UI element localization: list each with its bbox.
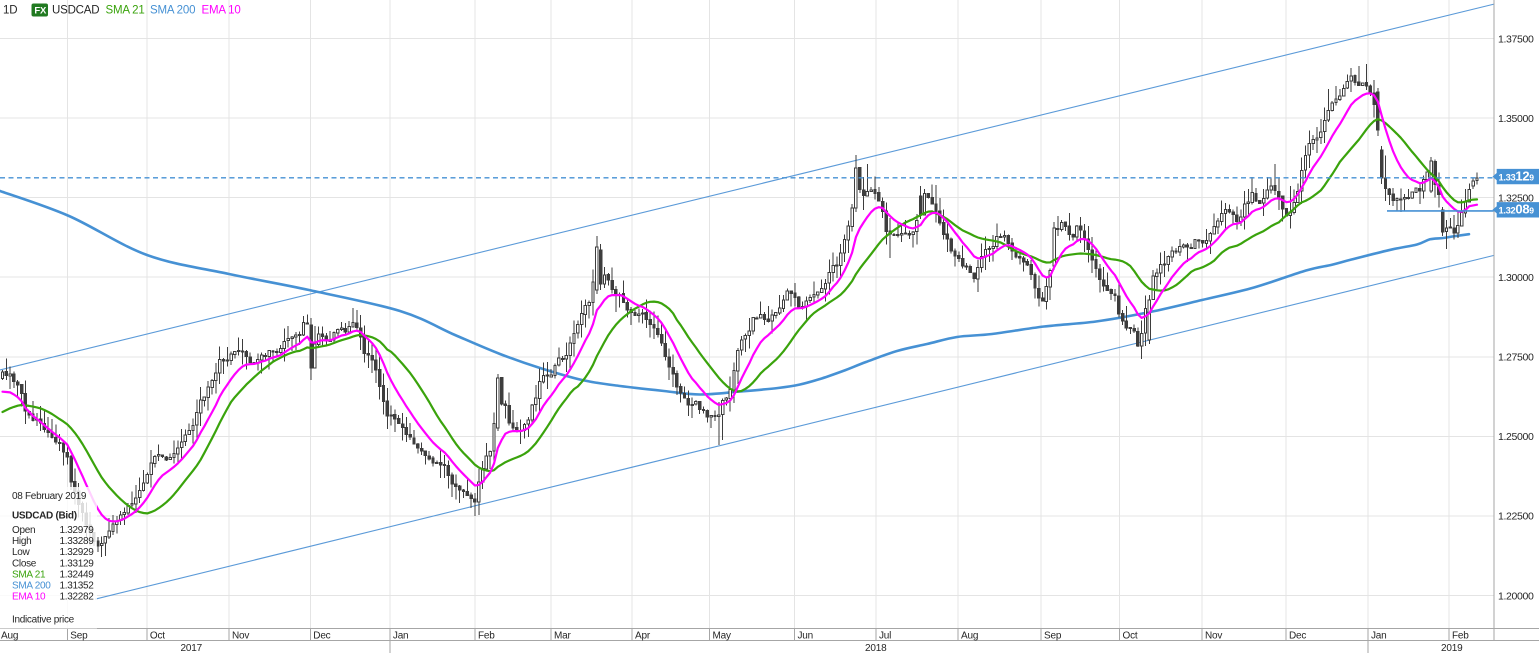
svg-text:2019: 2019 <box>1441 643 1463 653</box>
svg-text:1.35000: 1.35000 <box>1498 113 1534 125</box>
svg-text:2018: 2018 <box>865 643 887 653</box>
svg-text:SMA 21: SMA 21 <box>12 569 46 580</box>
svg-text:1.27500: 1.27500 <box>1498 352 1534 364</box>
svg-text:Aug: Aug <box>1 630 18 641</box>
svg-text:Aug: Aug <box>961 630 978 641</box>
svg-text:1.31352: 1.31352 <box>60 580 95 591</box>
svg-text:Open: Open <box>12 525 35 536</box>
svg-text:1D: 1D <box>3 5 17 17</box>
svg-text:Jan: Jan <box>1371 630 1387 641</box>
svg-text:1.32449: 1.32449 <box>60 569 95 580</box>
svg-text:SMA 200: SMA 200 <box>150 5 195 17</box>
svg-text:EMA 10: EMA 10 <box>12 591 46 602</box>
svg-text:Low: Low <box>12 547 31 558</box>
svg-text:Feb: Feb <box>1452 630 1469 641</box>
svg-text:Apr: Apr <box>635 630 651 641</box>
svg-text:1.33129: 1.33129 <box>60 558 95 569</box>
svg-text:1.33129: 1.33129 <box>1499 168 1535 183</box>
svg-text:Feb: Feb <box>478 630 495 641</box>
svg-text:Oct: Oct <box>150 630 165 641</box>
svg-text:1.32500: 1.32500 <box>1498 192 1534 204</box>
svg-text:Jul: Jul <box>879 630 891 641</box>
svg-text:1.37500: 1.37500 <box>1498 33 1534 45</box>
svg-text:Nov: Nov <box>232 630 249 641</box>
svg-text:USDCAD: USDCAD <box>52 5 99 17</box>
svg-text:1.32979: 1.32979 <box>60 525 95 536</box>
svg-text:1.30000: 1.30000 <box>1498 272 1534 284</box>
svg-text:Jan: Jan <box>393 630 409 641</box>
svg-text:Mar: Mar <box>554 630 571 641</box>
svg-text:May: May <box>713 630 731 641</box>
svg-text:Dec: Dec <box>1289 630 1306 641</box>
svg-text:1.25000: 1.25000 <box>1498 431 1534 443</box>
svg-text:Indicative price: Indicative price <box>12 614 75 625</box>
svg-text:1.22500: 1.22500 <box>1498 511 1534 523</box>
svg-text:08 February 2019: 08 February 2019 <box>12 491 87 502</box>
svg-text:Nov: Nov <box>1205 630 1222 641</box>
svg-text:1.32282: 1.32282 <box>60 591 95 602</box>
svg-text:2017: 2017 <box>181 643 203 653</box>
svg-text:EMA 10: EMA 10 <box>202 5 241 17</box>
svg-text:Close: Close <box>12 558 37 569</box>
svg-text:High: High <box>12 536 31 547</box>
svg-text:Oct: Oct <box>1123 630 1138 641</box>
svg-text:1.20000: 1.20000 <box>1498 590 1534 602</box>
svg-text:SMA 200: SMA 200 <box>12 580 51 591</box>
svg-text:1.32089: 1.32089 <box>1499 202 1535 217</box>
svg-text:SMA 21: SMA 21 <box>106 5 145 17</box>
svg-text:1.32929: 1.32929 <box>60 547 95 558</box>
svg-text:Dec: Dec <box>313 630 330 641</box>
svg-text:USDCAD (Bid): USDCAD (Bid) <box>12 510 77 521</box>
svg-text:1.33289: 1.33289 <box>60 536 95 547</box>
svg-text:FX: FX <box>34 5 47 16</box>
svg-text:Sep: Sep <box>1044 630 1062 641</box>
svg-text:Jun: Jun <box>798 630 814 641</box>
svg-text:Sep: Sep <box>70 630 88 641</box>
